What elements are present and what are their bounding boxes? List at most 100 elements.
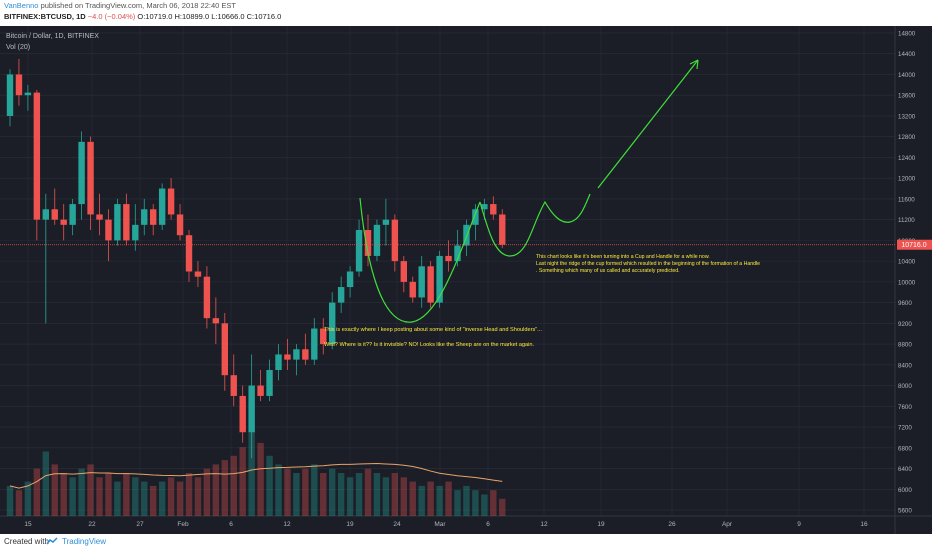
candle-body [194, 271, 202, 277]
candle-body [96, 214, 103, 220]
y-tick-label: 13600 [898, 93, 916, 100]
volume-bar [203, 468, 211, 516]
candle-body [78, 141, 85, 205]
y-tick-label: 8400 [898, 362, 912, 369]
x-tick-label: 22 [88, 521, 96, 528]
trend-drawings [359, 59, 699, 323]
candle-body [105, 219, 112, 241]
y-tick-label: 6000 [898, 487, 912, 494]
ohlc-values: O:10719.0 H:10899.0 L:10666.0 C:10716.0 [137, 12, 282, 21]
candle-body [346, 271, 354, 288]
x-tick-label: 27 [136, 521, 144, 528]
candle-body [400, 261, 407, 282]
candle-body [33, 92, 41, 220]
price-axis[interactable]: 5600 6000 6400 6800 7200 7600 8000 8400 8800 9200… [898, 30, 916, 514]
x-tick-label: 12 [283, 521, 291, 528]
annotation-cup-handle-1: This chart looks like it's been turning … [536, 254, 710, 260]
volume-bar [150, 485, 157, 516]
candle-body [185, 235, 193, 272]
candle-body [42, 209, 49, 220]
volume-bar [364, 468, 372, 516]
volume-bar [114, 481, 121, 516]
x-tick-label: 19 [597, 521, 605, 528]
volume-bar [60, 473, 67, 516]
volume-bar [257, 442, 264, 516]
y-tick-label: 5600 [898, 508, 912, 515]
candle-body [24, 92, 32, 96]
candle-body [221, 323, 228, 376]
y-tick-label: 9600 [898, 300, 912, 307]
y-tick-label: 14800 [898, 30, 916, 37]
candle-body [382, 219, 390, 225]
volume-bar [320, 473, 327, 516]
symbol-info: BITFINEX:BTCUSD, 1D −4.0 (−0.04%) O:1071… [4, 12, 281, 21]
candle-body [150, 209, 157, 225]
volume-bar [337, 473, 345, 516]
y-tick-label: 8000 [898, 383, 912, 390]
candle-body [409, 281, 416, 298]
candle-body [239, 395, 246, 433]
legend-title: Bitcoin / Dollar, 1D, BITFINEX [6, 33, 99, 40]
candle-body [436, 255, 443, 303]
candle-body [230, 375, 237, 396]
chart-area[interactable]: 5600 6000 6400 6800 7200 7600 8000 8400 8800 9200… [0, 26, 932, 534]
candle-body [490, 204, 497, 215]
volume-bar [436, 485, 443, 516]
x-tick-label: 19 [346, 521, 354, 528]
candle-body [445, 255, 452, 262]
volume-bar [176, 481, 184, 516]
volume-bar [167, 477, 175, 516]
volume-bar [6, 485, 14, 516]
volume-bar [239, 447, 246, 516]
candle-body [391, 219, 399, 262]
candle-body [266, 370, 273, 396]
y-tick-label: 6800 [898, 445, 912, 452]
candle-body [6, 74, 14, 116]
candle-body [337, 287, 345, 303]
y-tick-label: 6400 [898, 466, 912, 473]
x-tick-label: 26 [668, 521, 676, 528]
y-tick-label: 11600 [898, 196, 915, 203]
candle-body [302, 349, 309, 360]
chart-legend: Bitcoin / Dollar, 1D, BITFINEX Vol (20) [6, 31, 99, 53]
tradingview-brand[interactable]: TradingView [62, 537, 107, 546]
price-change: −4.0 (−0.04%) [87, 12, 136, 21]
volume-bar [418, 485, 425, 516]
volume-bar [499, 498, 506, 516]
cup-curve [359, 197, 481, 323]
author-link[interactable]: VanBenno [4, 1, 39, 10]
last-price-tag: 10716.0 [897, 239, 932, 250]
volume-bar [33, 468, 41, 516]
candle-body [248, 385, 255, 433]
y-tick-label: 13200 [898, 113, 916, 120]
volume-bar [472, 490, 479, 516]
volume-bar [391, 473, 399, 516]
handle-curve [479, 193, 591, 257]
price-chart[interactable]: 5600 6000 6400 6800 7200 7600 8000 8400 8800 9200… [0, 26, 932, 534]
time-axis[interactable]: 15 22 27 Feb 6 12 19 24 Mar 6 12 19 26 Apr 9 16 [24, 521, 868, 528]
volume-bar [266, 455, 273, 516]
candle-body [212, 318, 220, 324]
candle-body [284, 354, 291, 360]
publish-header: VanBenno published on TradingView.com, M… [0, 0, 932, 26]
volume-bar [409, 481, 416, 516]
tradingview-logo-icon [46, 537, 58, 545]
volume-bar [454, 490, 461, 516]
volume-bar [96, 477, 103, 516]
x-tick-label: 6 [229, 521, 233, 528]
x-tick-label: 9 [797, 521, 801, 528]
candle-body [472, 209, 479, 225]
volume-bar [15, 490, 23, 516]
candle-body [114, 204, 121, 241]
volume-bar [302, 468, 309, 516]
volume-bar [78, 468, 85, 516]
candle-body [275, 354, 282, 371]
volume-bar [329, 468, 336, 516]
y-tick-label: 9200 [898, 321, 912, 328]
annotation-sheep: Well? Where is it?? Is it invisible? NO!… [324, 342, 535, 348]
volume-bar [230, 455, 237, 516]
y-tick-label: 10000 [898, 279, 916, 286]
symbol-label: BITFINEX:BTCUSD, 1D [4, 12, 86, 21]
candle-body [499, 214, 506, 245]
volume-bar [51, 464, 58, 516]
